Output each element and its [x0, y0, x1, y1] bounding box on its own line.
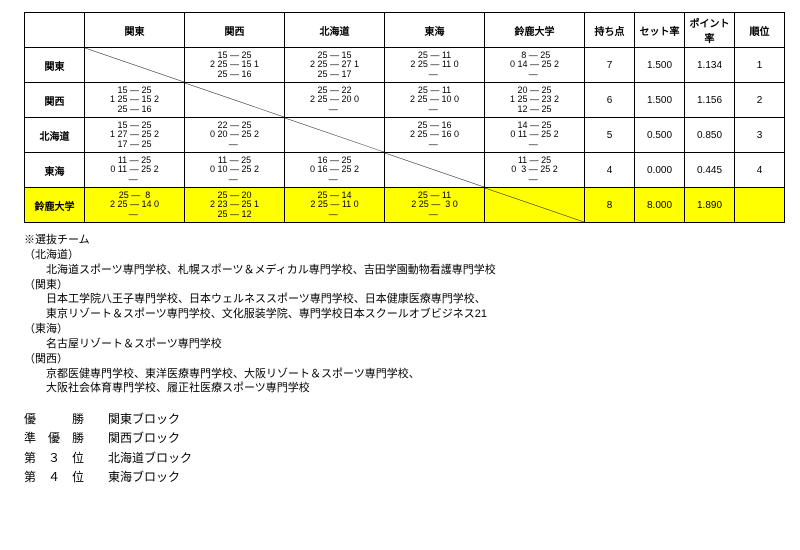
table-row: 東海 11 — 25 0 11 — 25 2 — 11 — 25 0 10 — … — [25, 153, 785, 188]
set-rate-cell: 1.500 — [635, 48, 685, 83]
col-header: 関東 — [85, 13, 185, 48]
rank-cell: 3 — [735, 118, 785, 153]
table-row: 北海道 15 — 25 1 27 — 25 2 17 — 25 22 — 25 … — [25, 118, 785, 153]
match-cell: 20 — 25 1 25 — 23 2 12 — 25 — [485, 83, 585, 118]
col-header: ポイント率 — [685, 13, 735, 48]
points-cell: 6 — [585, 83, 635, 118]
final-results: 優 勝 関東ブロック準 優 勝 関西ブロック第 ３ 位 北海道ブロック第 ４ 位… — [24, 410, 776, 487]
row-header: 関西 — [25, 83, 85, 118]
col-header: 北海道 — [285, 13, 385, 48]
note-line: 名古屋リゾート＆スポーツ専門学校 — [24, 337, 776, 352]
col-header: 鈴鹿大学 — [485, 13, 585, 48]
set-rate-cell: 8.000 — [635, 188, 685, 223]
set-rate-cell: 0.000 — [635, 153, 685, 188]
row-header: 関東 — [25, 48, 85, 83]
table-row: 関西 15 — 25 1 25 — 15 2 25 — 16 25 — 22 2… — [25, 83, 785, 118]
points-cell: 7 — [585, 48, 635, 83]
diagonal-cell — [485, 188, 585, 223]
match-cell: 11 — 25 0 3 — 25 2 — — [485, 153, 585, 188]
col-header: 順位 — [735, 13, 785, 48]
points-cell: 4 — [585, 153, 635, 188]
table-row: 鈴鹿大学 25 — 8 2 25 — 14 0 — 25 — 20 2 23 —… — [25, 188, 785, 223]
match-cell: 11 — 25 0 11 — 25 2 — — [85, 153, 185, 188]
selection-notes: ※選抜チーム （北海道） 北海道スポーツ専門学校、札幌スポーツ＆メディカル専門学… — [24, 233, 776, 396]
match-cell: 16 — 25 0 16 — 25 2 — — [285, 153, 385, 188]
match-cell: 22 — 25 0 20 — 25 2 — — [185, 118, 285, 153]
result-line: 第 ３ 位 北海道ブロック — [24, 449, 776, 468]
match-cell: 25 — 8 2 25 — 14 0 — — [85, 188, 185, 223]
note-line: （関東） — [24, 278, 776, 293]
note-line: 北海道スポーツ専門学校、札幌スポーツ＆メディカル専門学校、吉田学園動物看護専門学… — [24, 263, 776, 278]
match-cell: 15 — 25 1 25 — 15 2 25 — 16 — [85, 83, 185, 118]
match-cell: 14 — 25 0 11 — 25 2 — — [485, 118, 585, 153]
point-rate-cell: 0.445 — [685, 153, 735, 188]
note-line: （東海） — [24, 322, 776, 337]
col-header: 持ち点 — [585, 13, 635, 48]
standings-table: 関東関西北海道東海鈴鹿大学持ち点セット率ポイント率順位 関東 15 — 25 2… — [24, 12, 785, 223]
match-cell: 15 — 25 1 27 — 25 2 17 — 25 — [85, 118, 185, 153]
match-cell: 25 — 11 2 25 — 10 0 — — [385, 83, 485, 118]
match-cell: 25 — 14 2 25 — 11 0 — — [285, 188, 385, 223]
notes-header: ※選抜チーム — [24, 233, 776, 248]
set-rate-cell: 1.500 — [635, 83, 685, 118]
diagonal-cell — [285, 118, 385, 153]
diagonal-cell — [85, 48, 185, 83]
match-cell: 11 — 25 0 10 — 25 2 — — [185, 153, 285, 188]
note-line: （北海道） — [24, 248, 776, 263]
note-line: 大阪社会体育専門学校、履正社医療スポーツ専門学校 — [24, 381, 776, 396]
row-header: 鈴鹿大学 — [25, 188, 85, 223]
match-cell: 25 — 16 2 25 — 16 0 — — [385, 118, 485, 153]
point-rate-cell: 0.850 — [685, 118, 735, 153]
diagonal-cell — [185, 83, 285, 118]
match-cell: 25 — 20 2 23 — 25 1 25 — 12 — [185, 188, 285, 223]
corner-header — [25, 13, 85, 48]
result-line: 第 ４ 位 東海ブロック — [24, 468, 776, 487]
note-line: 東京リゾート＆スポーツ専門学校、文化服装学院、専門学校日本スクールオブビジネス2… — [24, 307, 776, 322]
points-cell: 5 — [585, 118, 635, 153]
table-row: 関東 15 — 25 2 25 — 15 1 25 — 16 25 — 15 2… — [25, 48, 785, 83]
result-line: 優 勝 関東ブロック — [24, 410, 776, 429]
point-rate-cell: 1.156 — [685, 83, 735, 118]
match-cell: 15 — 25 2 25 — 15 1 25 — 16 — [185, 48, 285, 83]
row-header: 東海 — [25, 153, 85, 188]
rank-cell: 1 — [735, 48, 785, 83]
rank-cell: 4 — [735, 153, 785, 188]
point-rate-cell: 1.890 — [685, 188, 735, 223]
match-cell: 8 — 25 0 14 — 25 2 — — [485, 48, 585, 83]
note-line: 日本工学院八王子専門学校、日本ウェルネススポーツ専門学校、日本健康医療専門学校、 — [24, 292, 776, 307]
row-header: 北海道 — [25, 118, 85, 153]
col-header: 東海 — [385, 13, 485, 48]
point-rate-cell: 1.134 — [685, 48, 735, 83]
col-header: セット率 — [635, 13, 685, 48]
rank-cell: 2 — [735, 83, 785, 118]
match-cell: 25 — 11 2 25 — 3 0 — — [385, 188, 485, 223]
match-cell: 25 — 22 2 25 — 20 0 — — [285, 83, 385, 118]
points-cell: 8 — [585, 188, 635, 223]
diagonal-cell — [385, 153, 485, 188]
rank-cell — [735, 188, 785, 223]
col-header: 関西 — [185, 13, 285, 48]
match-cell: 25 — 15 2 25 — 27 1 25 — 17 — [285, 48, 385, 83]
note-line: （関西） — [24, 352, 776, 367]
match-cell: 25 — 11 2 25 — 11 0 — — [385, 48, 485, 83]
result-line: 準 優 勝 関西ブロック — [24, 429, 776, 448]
set-rate-cell: 0.500 — [635, 118, 685, 153]
note-line: 京都医健専門学校、東洋医療専門学校、大阪リゾート＆スポーツ専門学校、 — [24, 367, 776, 382]
